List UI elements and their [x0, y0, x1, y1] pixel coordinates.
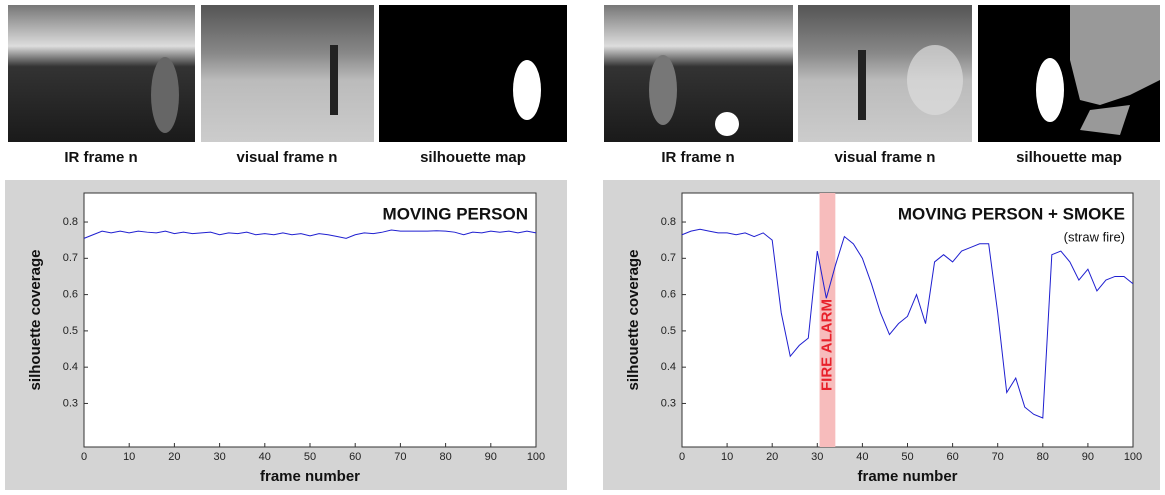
x-tick-label: 60 — [349, 451, 361, 463]
chart-title: MOVING PERSON + SMOKE — [898, 204, 1125, 223]
x-tick-label: 50 — [304, 451, 316, 463]
x-tick-label: 10 — [123, 451, 135, 463]
plot-area — [84, 193, 536, 447]
x-tick-label: 100 — [527, 451, 545, 463]
x-tick-label: 100 — [1124, 451, 1142, 463]
y-axis-label: silhouette coverage — [27, 250, 44, 391]
figure: IR frame n visual frame n silhouette map… — [0, 0, 1165, 490]
visual-image — [201, 5, 374, 142]
y-tick-label: 0.7 — [661, 252, 676, 264]
x-tick-label: 20 — [168, 451, 180, 463]
caption: visual frame n — [237, 149, 338, 166]
ir-person — [649, 55, 677, 125]
y-tick-label: 0.8 — [661, 216, 676, 228]
silhouette-shape — [513, 60, 541, 120]
y-tick-label: 0.6 — [661, 289, 676, 301]
caption: IR frame n — [64, 149, 137, 166]
x-tick-label: 90 — [485, 451, 497, 463]
y-tick-label: 0.4 — [661, 361, 676, 373]
y-tick-label: 0.7 — [63, 252, 78, 264]
y-tick-label: 0.5 — [63, 325, 78, 337]
y-tick-label: 0.3 — [661, 397, 676, 409]
caption: silhouette map — [420, 149, 526, 166]
x-tick-label: 90 — [1082, 451, 1094, 463]
caption: visual frame n — [835, 149, 936, 166]
chart-title: MOVING PERSON — [383, 204, 528, 223]
visual-smoke — [907, 45, 963, 115]
x-tick-label: 30 — [811, 451, 823, 463]
y-tick-label: 0.6 — [63, 289, 78, 301]
y-tick-label: 0.3 — [63, 397, 78, 409]
alarm-label: FIRE ALARM — [818, 299, 835, 391]
x-tick-label: 30 — [213, 451, 225, 463]
ir-fire — [715, 112, 739, 136]
x-tick-label: 40 — [259, 451, 271, 463]
x-tick-label: 70 — [394, 451, 406, 463]
ir-image — [604, 5, 793, 142]
ir-person — [151, 57, 179, 133]
silhouette-shape — [1036, 58, 1064, 122]
x-tick-label: 50 — [901, 451, 913, 463]
visual-person — [330, 45, 338, 115]
x-tick-label: 10 — [721, 451, 733, 463]
x-tick-label: 80 — [439, 451, 451, 463]
x-tick-label: 70 — [992, 451, 1004, 463]
y-axis-label: silhouette coverage — [625, 250, 642, 391]
chart-subtitle: (straw fire) — [1064, 229, 1125, 244]
y-tick-label: 0.5 — [661, 325, 676, 337]
x-tick-label: 0 — [81, 451, 87, 463]
x-axis-label: frame number — [260, 468, 360, 485]
x-tick-label: 80 — [1037, 451, 1049, 463]
x-tick-label: 40 — [856, 451, 868, 463]
caption: IR frame n — [661, 149, 734, 166]
visual-person — [858, 50, 866, 120]
y-tick-label: 0.4 — [63, 361, 78, 373]
x-tick-label: 60 — [946, 451, 958, 463]
caption: silhouette map — [1016, 149, 1122, 166]
x-tick-label: 0 — [679, 451, 685, 463]
page: {"image_captions": [["IR frame n", "visu… — [0, 0, 1165, 490]
y-tick-label: 0.8 — [63, 216, 78, 228]
silhouette-image — [379, 5, 567, 142]
x-tick-label: 20 — [766, 451, 778, 463]
x-axis-label: frame number — [857, 468, 957, 485]
